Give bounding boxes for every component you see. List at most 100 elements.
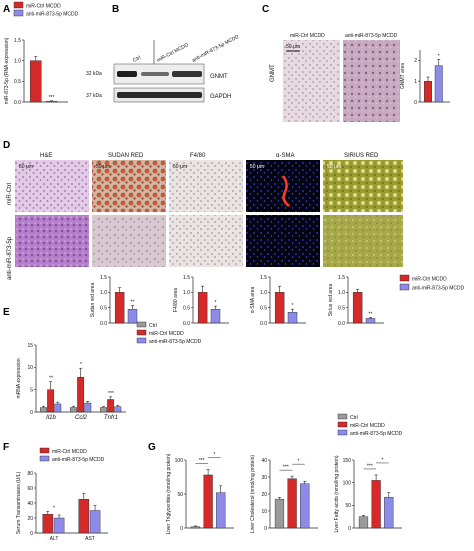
- bar-anti-mir-873-5p-mcdd: [384, 496, 394, 529]
- blot-band-gnmt-ctrl: [117, 71, 137, 77]
- bar-anti-mir-873-5p-mcdd: [127, 309, 138, 324]
- chart-f480: 0.0 0.5 1.0 1.5 F4/80 area *: [173, 275, 229, 327]
- bar-anti-mir-873-5p-mcdd: [216, 492, 226, 529]
- f-legend-label-anti: anti-miR-873-5p MCDD: [52, 457, 105, 463]
- blot-band-gnmt-anti: [172, 71, 202, 77]
- panel-c-ylabel: GNMT: [270, 64, 276, 82]
- panel-label-f: F: [3, 442, 9, 453]
- y-tick-label: 150: [343, 458, 352, 464]
- scale-he: 50 μm: [19, 164, 33, 170]
- y-tick-label: 20: [261, 492, 267, 498]
- blot-label-gapdh: GAPDH: [210, 94, 231, 100]
- stain-sudan: SUDAN RED: [108, 153, 144, 159]
- y-tick-label: 60: [27, 486, 33, 492]
- row-label-ctrl: miR-Ctrl: [7, 183, 13, 205]
- image-sirius-ctrl: [323, 160, 403, 212]
- y-tick-label: 0.0: [260, 321, 267, 327]
- legend-label-anti: anti-miR-873-5p MCDD: [26, 12, 79, 18]
- significance-marker: **: [49, 376, 53, 382]
- y-axis-label: mRNA expression: [16, 358, 22, 398]
- image-sma-anti: [246, 215, 320, 267]
- bar-tnfr1-ctrl: [100, 407, 107, 413]
- significance-marker: ***: [283, 465, 289, 471]
- x-tick-label: Tnfr1: [104, 415, 118, 421]
- significance-marker: **: [131, 300, 135, 306]
- y-axis-label: miR-873-5p (RNA expression): [4, 37, 10, 104]
- row-label-anti: anti-miR-873-5p: [7, 236, 13, 280]
- y-tick-label: 5: [30, 387, 33, 393]
- bar-ccl2-ctrl: [70, 407, 77, 413]
- y-tick-label: 100: [343, 480, 352, 486]
- image-sma-ctrl: [246, 160, 320, 212]
- bar-il1b-anti-mir-873-5p-mcdd: [54, 403, 62, 413]
- image-he-ctrl: [15, 160, 89, 212]
- bar-anti-mir-873-5p-mcdd: [45, 100, 58, 103]
- blot-col-ctrl: Ctrl: [132, 55, 142, 64]
- y-tick-label: 1.5: [183, 275, 190, 281]
- e-legend-swatch-ctrl: [136, 321, 147, 328]
- bar-ast-anti-mir-873-5p-mcdd: [89, 510, 101, 534]
- significance-marker: ***: [108, 391, 114, 397]
- panel-label-d: D: [3, 140, 10, 151]
- scale-sirius: 50 μm: [327, 164, 341, 170]
- bar-anti-mir-873-5p-mcdd: [365, 318, 376, 324]
- significance-marker: **: [369, 311, 373, 317]
- y-axis-label: Sudan red area: [90, 283, 96, 318]
- bar-ctrl: [190, 526, 201, 529]
- bar-mir-ctrl-mcdd: [197, 292, 208, 324]
- bar-tnfr1-mir-ctrl-mcdd: [107, 399, 115, 413]
- x-tick-label: AST: [85, 536, 95, 542]
- chart-sudan: 0.0 0.5 1.0 1.5 Sudan red area **: [90, 275, 146, 327]
- g-legend-swatch-mir: [337, 421, 348, 428]
- panel-label-e: E: [3, 307, 10, 318]
- chart-e: 0 5 10 15 mRNA expression Il1b ** Ccl2 * Tnfr1 ***: [16, 343, 126, 421]
- significance-marker: *: [438, 53, 440, 59]
- gnmt-image-anti: [343, 40, 400, 122]
- legend-swatch-anti: [13, 9, 24, 17]
- e-legend-swatch-anti: [136, 337, 147, 344]
- y-tick-label: 20: [27, 516, 33, 522]
- y-axis-label: Sirius red area: [328, 284, 334, 317]
- bar-ccl2-mir-ctrl-mcdd: [77, 376, 85, 413]
- bar-mir-ctrl-mcdd: [30, 60, 42, 103]
- significance-marker: *: [80, 362, 82, 368]
- blot-label-gnmt: GNMT: [210, 74, 228, 80]
- significance-marker: *: [213, 452, 215, 458]
- y-axis-label: α-SMA area: [250, 287, 256, 314]
- sma-vessel-ctrl: [281, 175, 290, 207]
- y-tick-label: 1.0: [338, 290, 345, 296]
- y-tick-label: 1.0: [260, 290, 267, 296]
- blot-band-gapdh: [117, 92, 202, 98]
- bar-ast-mir-ctrl-mcdd: [78, 499, 90, 534]
- y-tick-label: 0: [30, 531, 33, 537]
- scale-sudan: 50 μm: [96, 164, 110, 170]
- bar-ccl2-anti-mir-873-5p-mcdd: [84, 402, 92, 413]
- blot-kda37: 37 kDa: [86, 93, 102, 99]
- panel-c-col-ctrl: miR-Ctrl MCDD: [290, 33, 325, 39]
- scale-sma: 50 μm: [250, 164, 264, 170]
- y-tick-label: 1.5: [100, 275, 107, 281]
- d-legend-swatch-ctrl: [399, 274, 410, 282]
- y-tick-label: 0: [180, 526, 183, 532]
- g-legend-label-mir: miR-Ctrl MCDD: [350, 423, 385, 429]
- bar-mir-ctrl-mcdd: [287, 478, 297, 529]
- chart-a: 0.0 0.5 1.0 1.5 miR-873-5p (RNA expression) *…: [4, 37, 68, 106]
- image-sirius-anti: [323, 215, 403, 267]
- e-legend-label-mir: miR-Ctrl MCDD: [149, 331, 184, 337]
- f-legend-swatch-ctrl: [39, 447, 50, 454]
- chart-sma: 0.0 0.5 1.0 1.5 α-SMA area *: [250, 275, 306, 327]
- chart-g-cholesterol: 0 10 20 30 40 Liver Cholesterol (nmol/mg prot…: [250, 455, 318, 533]
- significance-marker: ***: [367, 463, 373, 469]
- panel-c-col-anti: anti-miR-873-5p MCDD: [345, 33, 398, 39]
- stain-sirius: SIRIUS RED: [344, 153, 379, 159]
- y-tick-label: 0.0: [183, 321, 190, 327]
- y-tick-label: 80: [27, 471, 33, 477]
- significance-marker: *: [215, 300, 217, 306]
- stain-f480: F4/80: [190, 153, 206, 159]
- y-tick-label: 0.5: [100, 305, 107, 311]
- bar-mir-ctrl-mcdd: [371, 480, 381, 529]
- d-legend-swatch-anti: [399, 283, 410, 291]
- bar-tnfr1-anti-mir-873-5p-mcdd: [114, 406, 122, 413]
- chart-c: 0 1 2 GNMT area *: [400, 50, 450, 106]
